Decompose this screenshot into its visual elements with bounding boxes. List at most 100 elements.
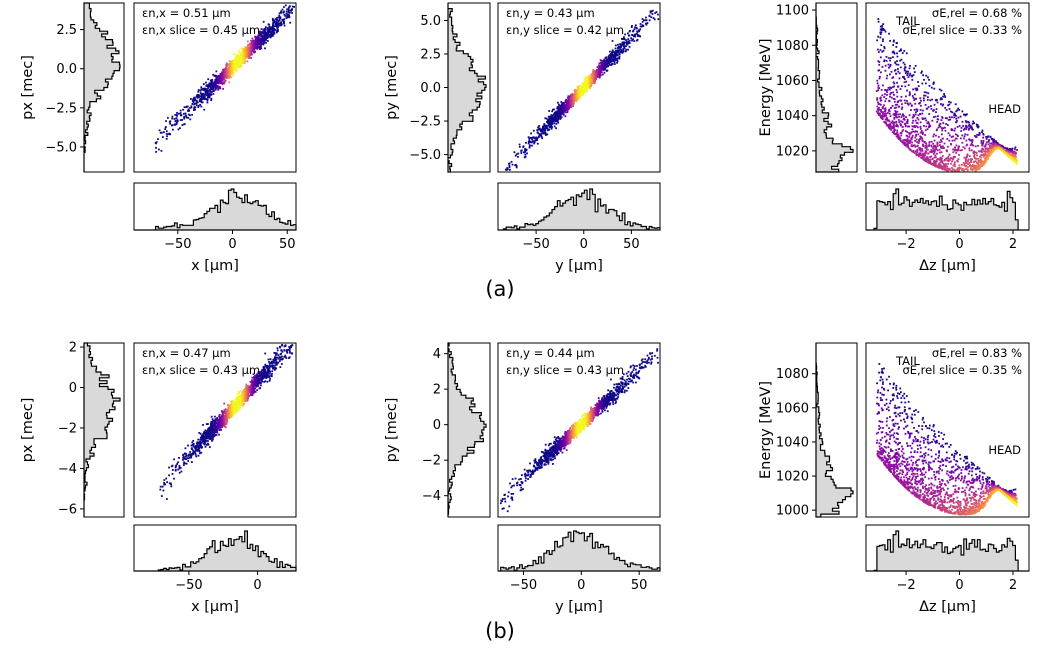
data-point xyxy=(969,126,972,129)
data-point xyxy=(895,116,898,119)
data-point xyxy=(577,85,580,88)
data-point xyxy=(912,113,915,116)
data-point xyxy=(208,94,210,97)
data-point xyxy=(201,441,204,444)
data-point xyxy=(252,39,254,42)
data-point xyxy=(921,150,924,152)
data-point xyxy=(242,48,244,51)
data-point xyxy=(533,137,536,139)
data-point xyxy=(934,145,937,148)
data-point xyxy=(258,32,261,35)
data-point xyxy=(559,104,562,107)
data-point xyxy=(202,92,205,95)
data-point xyxy=(913,71,916,74)
data-point xyxy=(215,70,218,73)
data-point xyxy=(555,117,558,120)
y-tick-label: 1080 xyxy=(776,39,809,54)
data-point xyxy=(889,125,892,128)
data-point xyxy=(227,73,229,76)
data-point xyxy=(181,124,184,126)
data-point xyxy=(200,451,203,454)
data-point xyxy=(551,126,553,129)
data-point xyxy=(598,62,601,65)
data-point xyxy=(979,162,982,165)
data-point xyxy=(876,39,879,42)
data-point xyxy=(944,167,947,170)
data-point xyxy=(878,61,881,63)
data-point xyxy=(161,136,164,138)
data-point xyxy=(223,68,226,71)
data-point xyxy=(921,152,924,155)
data-point xyxy=(965,139,968,142)
data-point xyxy=(517,155,519,158)
data-point xyxy=(198,444,201,447)
data-point xyxy=(884,100,887,103)
data-point xyxy=(171,115,174,118)
data-point xyxy=(265,36,268,38)
data-point xyxy=(889,93,892,96)
data-point xyxy=(262,20,265,23)
data-point xyxy=(225,68,227,71)
data-point xyxy=(968,123,971,126)
data-point xyxy=(919,121,922,124)
data-point xyxy=(253,42,256,45)
data-point xyxy=(953,129,956,132)
data-point xyxy=(642,19,645,22)
data-point xyxy=(250,53,253,56)
data-point xyxy=(164,126,167,129)
data-point xyxy=(925,146,928,148)
data-point xyxy=(968,128,970,131)
data-point xyxy=(271,19,274,22)
data-point xyxy=(926,96,929,99)
data-point xyxy=(915,89,918,92)
data-point xyxy=(621,44,624,47)
data-point xyxy=(956,119,958,122)
data-point xyxy=(206,98,209,101)
data-point xyxy=(593,70,596,73)
data-point xyxy=(248,43,251,46)
data-point xyxy=(170,483,172,486)
data-point xyxy=(924,152,927,155)
data-point xyxy=(884,64,887,67)
data-point xyxy=(943,159,946,162)
data-point xyxy=(287,13,290,16)
data-point xyxy=(942,163,945,165)
data-point xyxy=(896,101,899,104)
data-point xyxy=(1014,152,1017,155)
data-point xyxy=(236,63,239,66)
data-point xyxy=(888,120,891,123)
data-point xyxy=(941,127,944,130)
data-point xyxy=(910,137,913,140)
data-point xyxy=(883,110,886,113)
data-point xyxy=(1004,152,1007,155)
data-point xyxy=(552,108,554,111)
data-point xyxy=(944,158,947,161)
data-point xyxy=(927,76,929,79)
data-point xyxy=(210,82,213,85)
data-point xyxy=(202,433,205,435)
data-point xyxy=(211,78,214,81)
data-point xyxy=(877,60,880,63)
data-point xyxy=(192,98,195,101)
data-point xyxy=(601,73,604,76)
data-point xyxy=(584,83,586,86)
data-point xyxy=(649,10,652,13)
data-point xyxy=(975,157,978,160)
data-point xyxy=(916,122,919,125)
data-point xyxy=(971,169,974,171)
data-point xyxy=(937,164,940,166)
y-axis-label: Energy [MeV] xyxy=(758,38,774,136)
data-point xyxy=(610,54,613,57)
data-point xyxy=(970,165,973,167)
data-point xyxy=(915,138,918,141)
data-point xyxy=(961,134,964,137)
data-point xyxy=(554,120,557,123)
data-point xyxy=(951,139,954,142)
data-point xyxy=(272,24,274,27)
data-point xyxy=(918,154,921,157)
data-point xyxy=(948,139,951,142)
data-point xyxy=(603,58,606,61)
data-point xyxy=(895,111,897,114)
data-point xyxy=(592,71,595,74)
data-point xyxy=(286,8,289,11)
